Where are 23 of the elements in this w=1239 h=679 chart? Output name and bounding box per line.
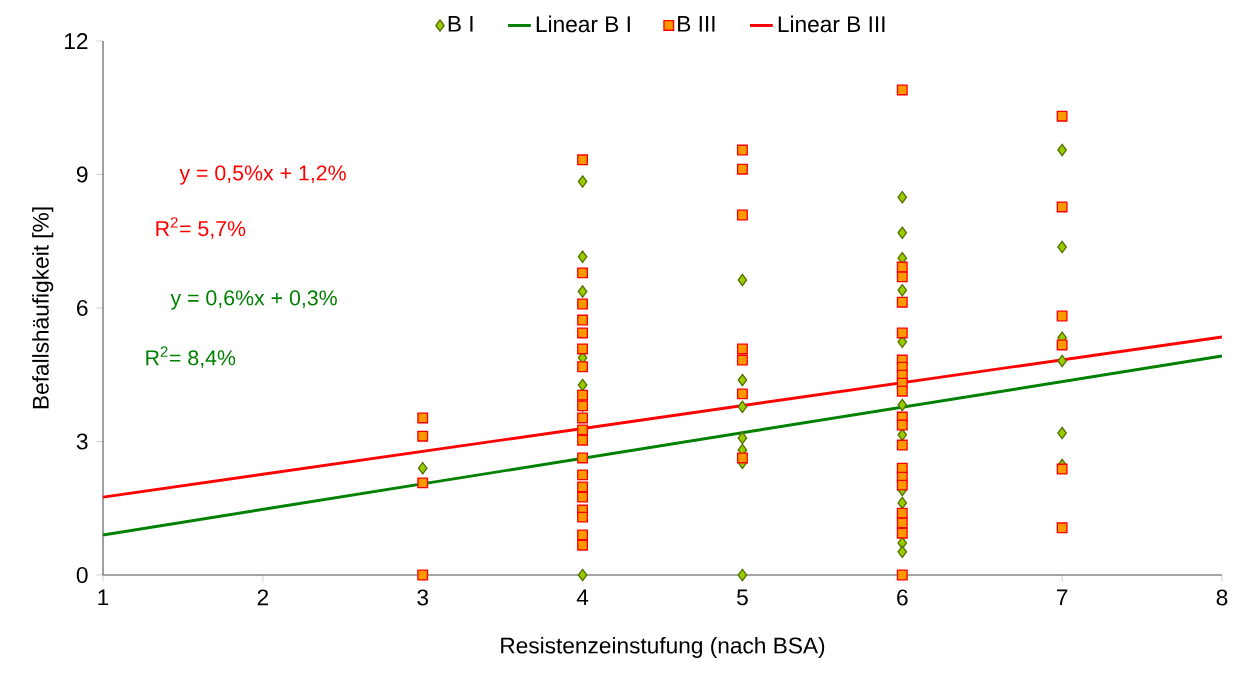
y-tick-label: 3 <box>76 433 88 450</box>
y-tick-label: 0 <box>76 566 88 584</box>
y-tick-label: 12 <box>65 33 88 49</box>
x-tick-label: 2 <box>257 589 269 606</box>
legend-label: Linear B III <box>778 15 885 33</box>
legend-label: Linear B I <box>536 15 630 33</box>
x-tick-label: 4 <box>576 589 589 606</box>
y-tick-label: 9 <box>76 166 88 183</box>
annotation: y = 0,6%x + 0,3% <box>170 290 337 310</box>
x-tick-label: 5 <box>737 589 748 606</box>
x-tick-label: 3 <box>417 589 429 606</box>
y-axis-title: Befallshäufigkeit [%] <box>32 207 54 409</box>
legend-label: B I <box>448 15 473 32</box>
annotation: R$^{2}$= 5,7% <box>156 217 246 239</box>
annotation: y = 0,5%x + 1,2% <box>179 165 346 185</box>
x-tick-label: 7 <box>1057 589 1068 606</box>
x-tick-label: 6 <box>897 589 908 606</box>
y-tick-label: 6 <box>77 299 88 317</box>
x-axis-title: Resistenzeinstufung (nach BSA) <box>501 636 825 659</box>
x-tick-label: 8 <box>1216 589 1228 606</box>
x-tick-label: 1 <box>98 589 109 606</box>
legend-label: B III <box>678 15 715 32</box>
annotation: R$^{2}$= 8,4% <box>146 346 236 368</box>
